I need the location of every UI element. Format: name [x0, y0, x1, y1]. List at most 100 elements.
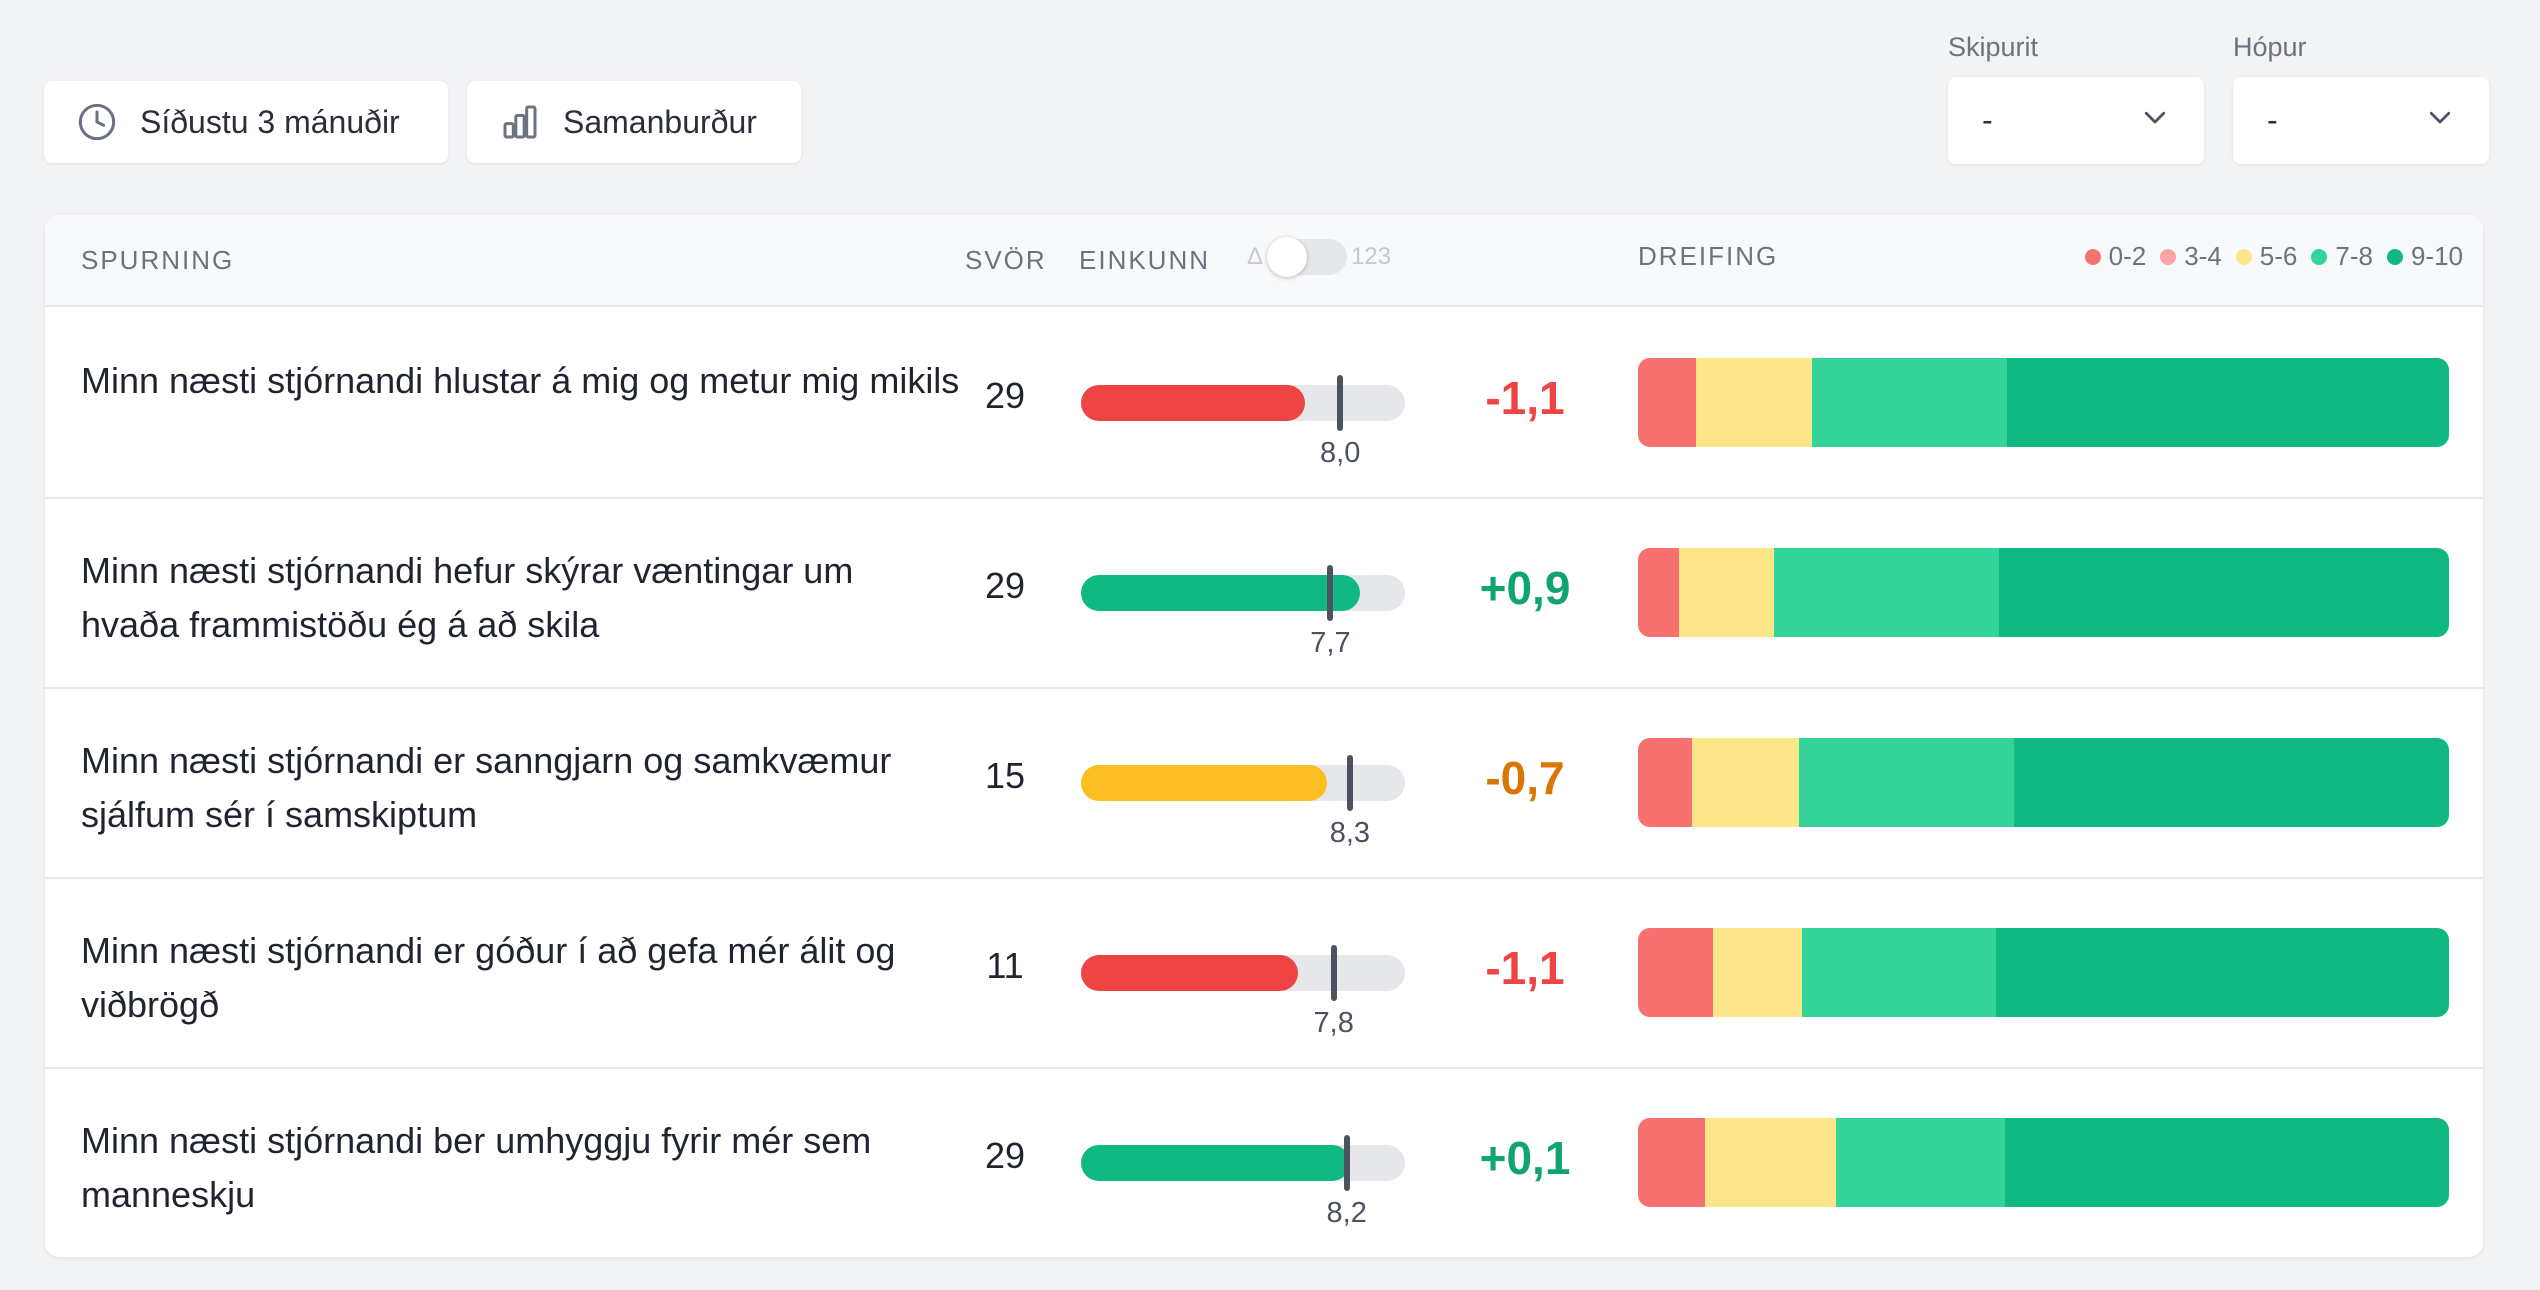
toggle-knob: [1267, 237, 1308, 277]
legend-item: 3-4: [2160, 241, 2222, 272]
period-button[interactable]: Síðustu 3 mánuðir: [44, 81, 448, 163]
legend-item: 9-10: [2386, 241, 2463, 272]
group-label: Hópur: [2233, 32, 2307, 62]
distribution-segment-0-2: [1638, 548, 1679, 637]
legend-item: 0-2: [2084, 241, 2147, 272]
table-row[interactable]: Minn næsti stjórnandi hefur skýrar vænti…: [45, 497, 2483, 689]
results-table: SPURNING SVÖR EINKUNN Δ 123 DREIFING 0-2…: [45, 215, 2483, 1257]
distribution-segment-5-6: [1678, 548, 1775, 637]
table-row[interactable]: Minn næsti stjórnandi er sanngjarn og sa…: [45, 687, 2483, 879]
toggle-switch[interactable]: [1267, 237, 1348, 277]
distribution-legend: 0-2 3-4 5-6 7-8 9-10: [2084, 241, 2463, 272]
chevron-down-icon: [2140, 102, 2170, 140]
score-delta: +0,9: [1479, 562, 1571, 614]
clock-icon: [76, 101, 118, 143]
score-bar: 8,2: [1081, 1135, 1405, 1229]
legend-dot: [2160, 248, 2177, 265]
score-bar-fill: [1081, 765, 1328, 801]
compare-label: Samanburður: [563, 103, 757, 140]
legend-dot: [2235, 248, 2252, 265]
distribution-segment-9-10: [1996, 928, 2449, 1017]
table-row[interactable]: Minn næsti stjórnandi hlustar á mig og m…: [45, 307, 2483, 499]
legend-dot: [2311, 248, 2328, 265]
distribution-segment-7-8: [1774, 548, 1999, 637]
score-delta: -0,7: [1485, 752, 1565, 804]
header-question: SPURNING: [81, 245, 235, 275]
legend-label: 3-4: [2184, 241, 2222, 271]
question-text: Minn næsti stjórnandi ber umhyggju fyrir…: [81, 1120, 872, 1215]
distribution-segment-5-6: [1712, 928, 1802, 1017]
group-value: -: [2267, 102, 2278, 138]
benchmark-value: 7,8: [1313, 1007, 1354, 1039]
distribution-segment-5-6: [1691, 738, 1800, 827]
distribution-segment-9-10: [2014, 738, 2449, 827]
benchmark-value: 8,2: [1326, 1197, 1367, 1229]
question-text: Minn næsti stjórnandi er sanngjarn og sa…: [81, 740, 892, 835]
benchmark-marker: [1337, 375, 1344, 431]
group-select[interactable]: -: [2233, 77, 2489, 164]
distribution-bar: [1638, 928, 2449, 1017]
distribution-bar: [1638, 548, 2449, 637]
response-count: 15: [984, 755, 1026, 796]
score-mode-toggle[interactable]: Δ 123: [1247, 237, 1392, 277]
legend-label: 7-8: [2335, 241, 2373, 271]
legend-dot: [2386, 248, 2403, 265]
distribution-segment-0-2: [1638, 358, 1697, 447]
score-bar-fill: [1081, 1145, 1350, 1181]
score-bar: 7,8: [1081, 945, 1405, 1039]
bar-chart-icon: [499, 101, 541, 143]
score-delta: +0,1: [1479, 1132, 1571, 1184]
legend-item: 5-6: [2235, 241, 2298, 272]
distribution-segment-5-6: [1696, 358, 1812, 447]
legend-item: 7-8: [2311, 241, 2373, 272]
toggle-number-label: 123: [1351, 243, 1392, 270]
distribution-segment-7-8: [1801, 928, 1997, 1017]
benchmark-marker: [1343, 1135, 1350, 1191]
org-chart-value: -: [1982, 102, 1993, 138]
compare-button[interactable]: Samanburður: [467, 81, 801, 163]
table-header: SPURNING SVÖR EINKUNN Δ 123 DREIFING 0-2…: [45, 215, 2483, 307]
response-count: 29: [984, 565, 1026, 606]
distribution-segment-0-2: [1638, 1118, 1705, 1207]
legend-label: 0-2: [2108, 241, 2147, 271]
response-count: 11: [986, 945, 1024, 986]
question-text: Minn næsti stjórnandi hefur skýrar vænti…: [81, 550, 854, 645]
header-score: EINKUNN: [1079, 245, 1211, 275]
table-row[interactable]: Minn næsti stjórnandi ber umhyggju fyrir…: [45, 1067, 2483, 1257]
distribution-segment-0-2: [1638, 738, 1692, 827]
benchmark-marker: [1330, 945, 1337, 1001]
distribution-segment-9-10: [1998, 548, 2449, 637]
benchmark-value: 7,7: [1310, 627, 1351, 659]
response-count: 29: [984, 1135, 1026, 1176]
score-bar: 8,0: [1081, 375, 1405, 469]
org-chart-label: Skipurit: [1948, 32, 2039, 62]
header-responses: SVÖR: [965, 245, 1047, 275]
benchmark-marker: [1346, 755, 1353, 811]
benchmark-marker: [1327, 565, 1334, 621]
question-text: Minn næsti stjórnandi hlustar á mig og m…: [81, 360, 960, 401]
distribution-bar: [1638, 738, 2449, 827]
score-bar: 7,7: [1081, 565, 1405, 659]
toggle-delta-label: Δ: [1247, 243, 1264, 270]
score-bar: 8,3: [1081, 755, 1405, 849]
distribution-segment-7-8: [1811, 358, 2007, 447]
chevron-down-icon: [2425, 102, 2455, 140]
benchmark-value: 8,3: [1329, 817, 1371, 849]
distribution-segment-5-6: [1704, 1118, 1836, 1207]
score-bar-fill: [1081, 575, 1360, 611]
benchmark-value: 8,0: [1320, 437, 1361, 469]
table-row[interactable]: Minn næsti stjórnandi er góður í að gefa…: [45, 877, 2483, 1069]
header-distribution: DREIFING: [1638, 241, 1779, 271]
score-bar-fill: [1081, 955, 1299, 991]
question-text: Minn næsti stjórnandi er góður í að gefa…: [81, 930, 896, 1025]
score-delta: -1,1: [1485, 942, 1565, 994]
distribution-bar: [1638, 358, 2449, 447]
legend-label: 9-10: [2410, 241, 2463, 271]
org-chart-select[interactable]: -: [1948, 77, 2204, 164]
period-label: Síðustu 3 mánuðir: [140, 103, 400, 140]
distribution-segment-7-8: [1835, 1118, 2005, 1207]
legend-dot: [2084, 248, 2101, 265]
distribution-segment-9-10: [2006, 358, 2449, 447]
distribution-segment-9-10: [2004, 1118, 2449, 1207]
legend-label: 5-6: [2259, 241, 2298, 271]
